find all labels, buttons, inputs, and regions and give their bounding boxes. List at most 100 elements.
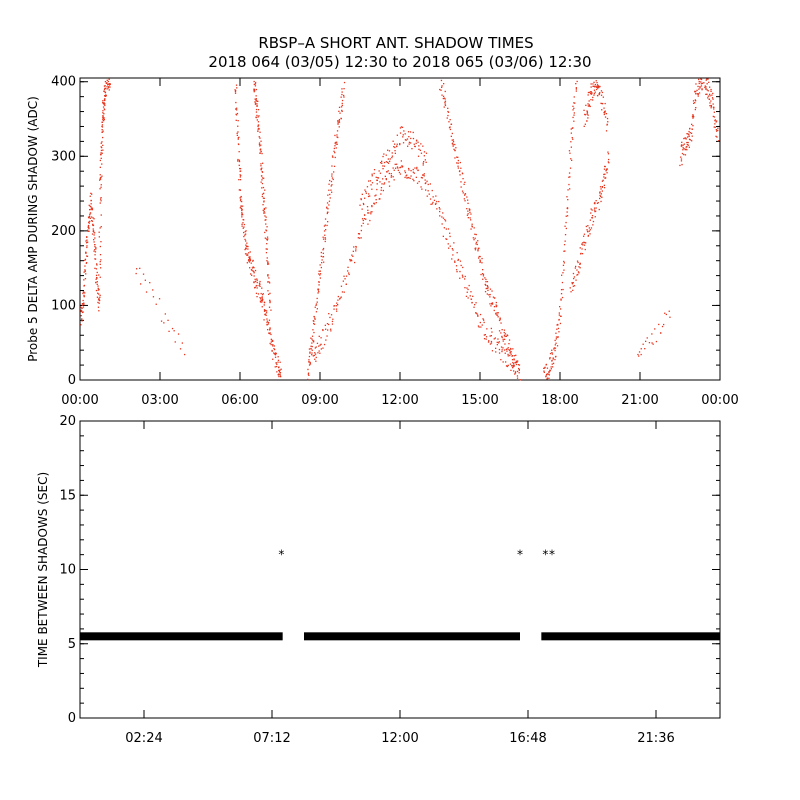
amp-point <box>258 128 260 130</box>
amp-point <box>368 193 370 195</box>
amp-point <box>600 102 602 104</box>
amp-point <box>234 92 237 94</box>
amp-point <box>515 360 517 362</box>
amp-point <box>328 200 331 202</box>
amp-point <box>246 254 248 256</box>
amp-point <box>350 259 352 261</box>
amp-point <box>570 141 572 143</box>
amp-point <box>551 359 553 362</box>
amp-point <box>576 80 578 83</box>
amp-point <box>570 146 572 148</box>
amp-point <box>457 259 459 261</box>
amp-point <box>265 223 267 225</box>
amp-point <box>364 197 366 199</box>
amp-point <box>514 372 517 374</box>
amp-point <box>82 306 85 308</box>
amp-point <box>265 314 267 316</box>
amp-point <box>236 107 238 109</box>
amp-point <box>504 335 506 338</box>
amp-point <box>487 341 490 343</box>
amp-point <box>253 270 255 273</box>
amp-point <box>489 343 492 345</box>
amp-point <box>244 248 246 251</box>
amp-point <box>462 173 464 175</box>
amp-point <box>337 122 339 124</box>
amp-point <box>446 238 448 240</box>
amp-point <box>272 345 274 347</box>
amp-point <box>509 352 511 354</box>
amp-point <box>597 202 599 204</box>
amp-point <box>578 272 580 274</box>
amp-point <box>705 86 707 88</box>
amp-point <box>573 276 576 278</box>
amp-point <box>511 365 513 367</box>
amp-point <box>279 369 281 372</box>
amp-point <box>320 266 322 269</box>
amp-point <box>496 341 498 343</box>
amp-point <box>326 335 328 337</box>
amp-point <box>99 263 101 265</box>
amp-point <box>562 288 564 291</box>
amp-point <box>546 377 549 379</box>
amp-point <box>577 261 579 264</box>
amp-point <box>379 198 381 200</box>
amp-point <box>712 92 714 95</box>
amp-point <box>696 93 698 95</box>
amp-point <box>579 262 581 264</box>
amp-point <box>248 261 251 263</box>
amp-point <box>257 125 259 128</box>
amp-point <box>573 96 575 98</box>
amp-point <box>560 293 563 295</box>
amp-point <box>707 95 709 97</box>
amp-point <box>593 92 596 95</box>
amp-point <box>387 158 389 160</box>
amp-point <box>599 191 601 193</box>
amp-point <box>367 209 369 211</box>
amp-point <box>699 86 701 88</box>
amp-point <box>589 233 591 235</box>
amp-point <box>255 116 257 119</box>
amp-point <box>248 256 250 258</box>
amp-point <box>496 305 498 307</box>
amp-point <box>553 348 555 350</box>
amp-point <box>593 81 595 83</box>
amp-point <box>514 371 517 373</box>
amp-point <box>241 212 243 214</box>
amp-point <box>598 93 600 96</box>
amp-point <box>255 99 257 101</box>
amp-point <box>260 181 262 183</box>
amp-point <box>256 114 258 117</box>
amp-point <box>599 194 601 197</box>
amp-point <box>90 192 92 194</box>
amp-point <box>93 239 95 241</box>
amp-point <box>317 352 319 354</box>
amp-point <box>263 200 265 202</box>
amp-point <box>467 202 469 204</box>
amp-point <box>81 311 84 314</box>
amp-point <box>370 184 372 186</box>
amp-point <box>104 92 107 94</box>
amp-point <box>108 84 111 86</box>
amp-point <box>396 134 398 136</box>
amp-point <box>323 343 326 346</box>
amp-point <box>86 239 88 241</box>
amp-point <box>466 291 468 293</box>
x-tick-label: 09:00 <box>301 393 338 408</box>
amp-point <box>441 86 443 88</box>
amp-point <box>711 94 713 96</box>
amp-point <box>254 85 257 87</box>
amp-point <box>388 181 390 183</box>
amp-point <box>333 305 335 307</box>
amp-point <box>254 90 256 92</box>
amp-point <box>333 165 336 167</box>
amp-point <box>717 129 719 132</box>
amp-point <box>585 104 587 106</box>
amp-point <box>451 132 453 135</box>
amp-point <box>568 172 571 174</box>
amp-point <box>253 80 255 83</box>
amp-point <box>82 311 84 313</box>
amp-point <box>102 115 104 118</box>
amp-point <box>607 153 610 155</box>
amp-point <box>261 294 264 296</box>
